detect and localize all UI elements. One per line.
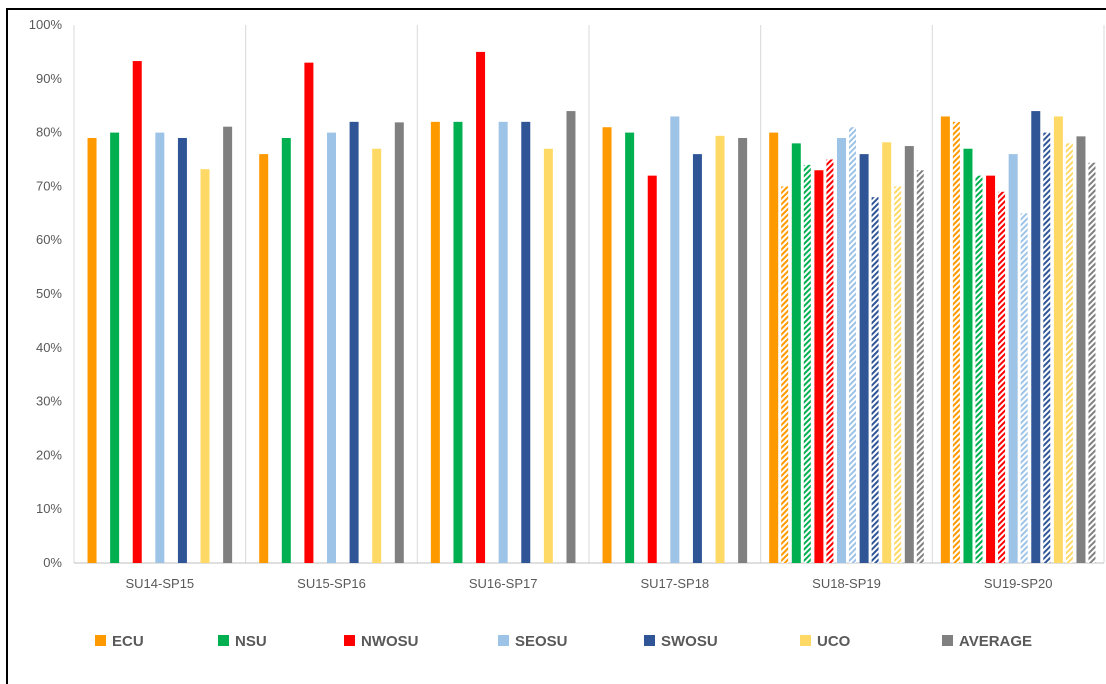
bar-uco-su18-sp19 [882,142,892,563]
bar-swosu-su14-sp15 [177,137,187,564]
bar-average-su18-sp19 [904,146,914,564]
bar-seosu-su16-sp17 [498,121,508,563]
legend-label-nsu: NSU [235,633,267,650]
bar-nwosu-su17-sp18 [647,175,657,563]
gridlines [73,25,1105,564]
x-tick-label: SU16-SP17 [469,576,538,591]
legend-label-average: AVERAGE [959,633,1032,650]
y-axis-ticks: 0% 10% 20% 30% 40% 50% 60% 70% 80% 90% 100% [29,17,63,570]
y-tick-label: 40% [36,340,62,355]
y-tick-label: 30% [36,394,62,409]
bar-ecu-su19-sp20 [940,116,950,564]
bar-seosu-su19-sp20 [1008,154,1018,563]
bar-ecu-su16-sp17 [430,121,440,563]
bar-uco-su16-sp17 [543,148,553,564]
hatched-bar-seosu-su18-sp19 [849,127,856,563]
bar-ecu-su17-sp18 [602,127,612,563]
legend-label-uco: UCO [817,633,851,650]
hatched-bar-swosu-su18-sp19 [871,197,879,563]
bar-seosu-su18-sp19 [837,137,846,564]
hatched-bar-average-su18-sp19 [916,170,924,563]
bar-swosu-su18-sp19 [859,154,869,563]
hatched-bar-nsu-su19-sp20 [975,175,983,563]
bar-seosu-su15-sp16 [327,132,336,563]
bar-uco-su17-sp18 [715,135,725,563]
bar-swosu-su17-sp18 [692,154,702,563]
legend: ECU NSU NWOSU SEOSU SWOSU UCO AVERAGE [95,633,1032,650]
bar-average-su15-sp16 [394,122,404,564]
hatched-bar-uco-su19-sp20 [1065,143,1073,564]
chart-frame [6,8,1106,684]
hatched-bar-average-su19-sp20 [1088,162,1096,563]
bar-swosu-su15-sp16 [349,121,359,563]
bar-nsu-su14-sp15 [110,132,120,563]
bar-nsu-su19-sp20 [963,148,973,564]
bar-ecu-su14-sp15 [87,137,97,564]
x-tick-label: SU19-SP20 [984,576,1053,591]
legend-label-seosu: SEOSU [515,633,568,650]
hatched-bar-nsu-su18-sp19 [803,164,811,563]
legend-swatch-uco [800,635,811,646]
bar-uco-su15-sp16 [372,148,382,564]
bar-average-su14-sp15 [223,126,233,563]
bar-nwosu-su19-sp20 [986,175,996,563]
bar-uco-su14-sp15 [200,169,210,563]
bar-average-su19-sp20 [1076,136,1086,563]
hatched-bar-nwosu-su19-sp20 [998,191,1006,563]
bar-swosu-su19-sp20 [1031,111,1041,563]
legend-swatch-nsu [218,635,229,646]
bar-ecu-su18-sp19 [769,132,779,563]
hatched-bar-ecu-su19-sp20 [952,121,960,563]
bar-nwosu-su16-sp17 [476,51,486,564]
y-tick-label: 50% [36,286,62,301]
legend-label-swosu: SWOSU [661,633,718,650]
legend-swatch-average [942,635,953,646]
hatched-bar-ecu-su18-sp19 [781,186,789,563]
hatched-bar-seosu-su19-sp20 [1020,213,1028,564]
bar-nsu-su17-sp18 [625,132,635,563]
y-tick-label: 20% [36,447,62,462]
bar-nwosu-su18-sp19 [814,170,824,563]
bar-nwosu-su15-sp16 [304,62,314,563]
y-tick-label: 60% [36,232,62,247]
bar-ecu-su15-sp16 [259,154,269,563]
x-axis-ticks: SU14-SP15 SU15-SP16 SU16-SP17 SU17-SP18 SU18… [126,576,1053,591]
bar-nsu-su15-sp16 [281,137,291,564]
y-tick-label: 0% [43,555,62,570]
x-tick-label: SU18-SP19 [812,576,881,591]
y-tick-label: 10% [36,501,62,516]
x-tick-label: SU15-SP16 [297,576,366,591]
bars [87,51,1096,564]
legend-label-ecu: ECU [112,633,144,650]
y-tick-label: 100% [29,17,63,32]
x-tick-label: SU14-SP15 [126,576,195,591]
bar-average-su17-sp18 [738,137,748,564]
legend-swatch-nwosu [344,635,355,646]
bar-seosu-su17-sp18 [670,116,680,564]
legend-swatch-ecu [95,635,106,646]
y-tick-label: 80% [36,125,62,140]
bar-nsu-su18-sp19 [791,143,801,564]
bar-uco-su19-sp20 [1053,116,1063,564]
bar-nsu-su16-sp17 [453,121,463,563]
legend-swatch-swosu [644,635,655,646]
hatched-bar-uco-su18-sp19 [894,186,902,563]
hatched-bar-nwosu-su18-sp19 [826,159,834,563]
y-tick-label: 70% [36,178,62,193]
legend-swatch-seosu [498,635,509,646]
bar-swosu-su16-sp17 [521,121,531,563]
bar-seosu-su14-sp15 [155,132,165,563]
hatched-bar-swosu-su19-sp20 [1043,132,1051,563]
legend-label-nwosu: NWOSU [361,633,419,650]
bar-nwosu-su14-sp15 [132,61,142,564]
bar-average-su16-sp17 [566,111,576,563]
x-tick-label: SU17-SP18 [641,576,710,591]
y-tick-label: 90% [36,71,62,86]
